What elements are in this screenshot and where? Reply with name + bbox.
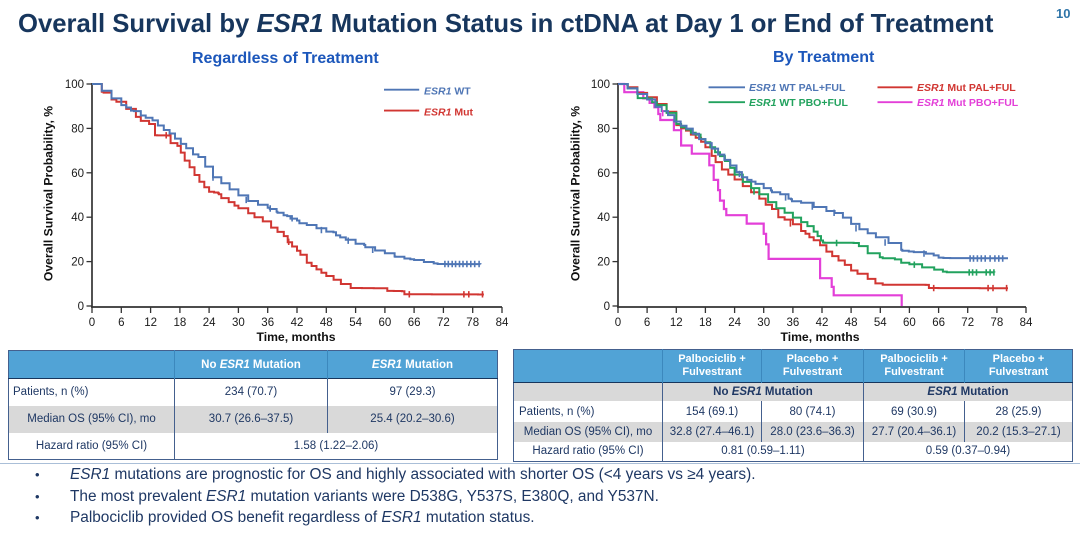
svg-text:84: 84 bbox=[496, 317, 509, 329]
svg-text:30: 30 bbox=[757, 317, 770, 329]
svg-text:ESR1 Mut PBO+FUL: ESR1 Mut PBO+FUL bbox=[917, 97, 1019, 109]
svg-text:66: 66 bbox=[932, 317, 945, 329]
svg-text:20: 20 bbox=[597, 257, 610, 269]
svg-text:Time, months: Time, months bbox=[256, 330, 335, 344]
svg-text:100: 100 bbox=[65, 79, 84, 91]
svg-text:0: 0 bbox=[604, 301, 610, 313]
svg-text:18: 18 bbox=[699, 317, 712, 329]
svg-text:80: 80 bbox=[71, 123, 84, 135]
svg-text:40: 40 bbox=[71, 212, 84, 224]
svg-text:6: 6 bbox=[118, 317, 124, 329]
svg-text:Overall Survival Probability,: Overall Survival Probability, % bbox=[569, 106, 583, 281]
svg-text:54: 54 bbox=[349, 317, 362, 329]
svg-text:54: 54 bbox=[874, 317, 887, 329]
svg-text:24: 24 bbox=[728, 317, 741, 329]
svg-text:Overall Survival Probability,: Overall Survival Probability, % bbox=[42, 106, 56, 281]
svg-text:60: 60 bbox=[597, 168, 610, 180]
svg-text:ESR1 Mut PAL+FUL: ESR1 Mut PAL+FUL bbox=[917, 82, 1016, 94]
svg-text:0: 0 bbox=[89, 317, 95, 329]
svg-text:72: 72 bbox=[437, 317, 450, 329]
svg-text:24: 24 bbox=[203, 317, 216, 329]
svg-text:48: 48 bbox=[320, 317, 333, 329]
svg-text:36: 36 bbox=[787, 317, 800, 329]
svg-text:72: 72 bbox=[961, 317, 974, 329]
svg-text:ESR1 WT: ESR1 WT bbox=[424, 85, 471, 97]
svg-text:60: 60 bbox=[379, 317, 392, 329]
svg-text:18: 18 bbox=[174, 317, 187, 329]
svg-text:0: 0 bbox=[615, 317, 621, 329]
svg-text:84: 84 bbox=[1020, 317, 1033, 329]
svg-text:80: 80 bbox=[597, 123, 610, 135]
svg-text:42: 42 bbox=[816, 317, 829, 329]
svg-text:Time, months: Time, months bbox=[780, 330, 859, 344]
svg-text:100: 100 bbox=[591, 79, 610, 91]
svg-text:12: 12 bbox=[670, 317, 683, 329]
svg-text:60: 60 bbox=[903, 317, 916, 329]
svg-text:6: 6 bbox=[644, 317, 650, 329]
svg-text:36: 36 bbox=[261, 317, 274, 329]
svg-text:ESR1 WT PBO+FUL: ESR1 WT PBO+FUL bbox=[749, 97, 848, 109]
svg-text:12: 12 bbox=[144, 317, 157, 329]
svg-text:ESR1 WT PAL+FUL: ESR1 WT PAL+FUL bbox=[749, 82, 846, 94]
svg-text:30: 30 bbox=[232, 317, 245, 329]
svg-text:48: 48 bbox=[845, 317, 858, 329]
svg-text:66: 66 bbox=[408, 317, 421, 329]
svg-text:60: 60 bbox=[71, 168, 84, 180]
svg-text:42: 42 bbox=[291, 317, 304, 329]
svg-text:78: 78 bbox=[991, 317, 1004, 329]
svg-text:20: 20 bbox=[71, 257, 84, 269]
svg-text:40: 40 bbox=[597, 212, 610, 224]
svg-text:0: 0 bbox=[78, 301, 84, 313]
svg-text:ESR1 Mut: ESR1 Mut bbox=[424, 106, 474, 118]
svg-text:78: 78 bbox=[466, 317, 479, 329]
